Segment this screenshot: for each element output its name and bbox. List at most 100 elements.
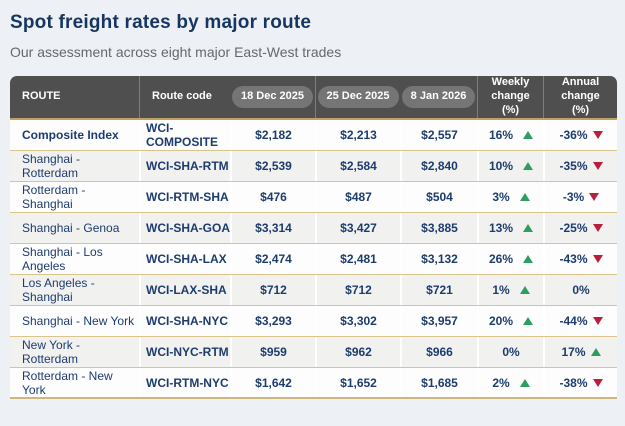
route-code-cell: WCI-SHA-RTM — [139, 151, 230, 181]
rate-cell-date-3: $966 — [400, 337, 477, 367]
table-body: Composite Index WCI-COMPOSITE $2,182 $2,… — [10, 120, 617, 399]
table-row: Rotterdam - New York WCI-RTM-NYC $1,642 … — [10, 368, 617, 399]
annual-change-cell: -25% — [543, 213, 617, 243]
annual-change-value: 17% — [561, 345, 586, 359]
annual-change-cell: -3% — [543, 182, 617, 212]
arrow-down-icon — [592, 131, 603, 139]
rate-cell-date-3: $1,685 — [400, 368, 477, 397]
rate-cell-date-3: $3,885 — [400, 213, 477, 243]
weekly-change-value: 16% — [488, 128, 514, 142]
page-subtitle: Our assessment across eight major East-W… — [10, 44, 342, 60]
weekly-change-value: 3% — [492, 190, 510, 204]
rate-cell-date-2: $487 — [315, 182, 400, 212]
arrow-up-icon — [523, 224, 534, 232]
route-code-cell: WCI-SHA-GOA — [139, 213, 230, 243]
weekly-change-cell: 3% — [477, 182, 543, 212]
route-cell: Shanghai - New York — [22, 314, 135, 328]
weekly-change-value: 26% — [488, 252, 514, 266]
annual-change-cell: -44% — [543, 306, 617, 336]
weekly-change-cell: 2% — [477, 368, 543, 397]
route-cell: Composite Index — [22, 128, 119, 142]
table-row: Los Angeles - Shanghai WCI-LAX-SHA $712 … — [10, 275, 617, 306]
rate-cell-date-2: $2,584 — [315, 151, 400, 181]
table-row: Shanghai - New York WCI-SHA-NYC $3,293 $… — [10, 306, 617, 337]
table-row: Composite Index WCI-COMPOSITE $2,182 $2,… — [10, 120, 617, 151]
rate-cell-date-3: $3,957 — [400, 306, 477, 336]
rate-cell-date-1: $2,474 — [230, 244, 315, 274]
weekly-change-cell: 1% — [477, 275, 543, 305]
arrow-down-icon — [592, 378, 603, 387]
arrow-down-icon — [592, 255, 603, 263]
table-row: Shanghai - Rotterdam WCI-SHA-RTM $2,539 … — [10, 151, 617, 182]
route-cell: Shanghai - Los Angeles — [22, 245, 103, 273]
rate-cell-date-1: $959 — [230, 337, 315, 367]
arrow-up-icon — [523, 317, 534, 325]
route-cell: Rotterdam - Shanghai — [22, 183, 86, 211]
annual-change-cell: 0% — [543, 275, 617, 305]
page-title: Spot freight rates by major route — [10, 12, 312, 33]
rate-cell-date-1: $712 — [230, 275, 315, 305]
rate-cell-date-3: $721 — [400, 275, 477, 305]
arrow-down-icon — [592, 317, 603, 325]
rate-cell-date-2: $3,302 — [315, 306, 400, 336]
arrow-up-icon — [523, 162, 534, 170]
annual-change-value: -36% — [559, 128, 588, 142]
date-pill: 25 Dec 2025 — [317, 86, 399, 108]
annual-change-cell: -38% — [543, 368, 617, 397]
weekly-change-value: 20% — [488, 314, 514, 328]
route-code-cell: WCI-RTM-SHA — [139, 182, 230, 212]
table-row: Rotterdam - Shanghai WCI-RTM-SHA $476 $4… — [10, 182, 617, 213]
column-header-annual-change: Annual change (%) — [543, 76, 617, 118]
annual-change-cell: -43% — [543, 244, 617, 274]
annual-change-value: -43% — [559, 252, 588, 266]
date-pill: 18 Dec 2025 — [232, 86, 313, 108]
annual-change-cell: -35% — [543, 151, 617, 181]
weekly-change-cell: 0% — [477, 337, 543, 367]
rate-cell-date-2: $712 — [315, 275, 400, 305]
rate-cell-date-2: $2,481 — [315, 244, 400, 274]
route-code-cell: WCI-LAX-SHA — [139, 275, 230, 305]
weekly-change-cell: 26% — [477, 244, 543, 274]
column-header-weekly-change: Weekly change (%) — [477, 76, 543, 118]
weekly-change-value: 10% — [488, 159, 514, 173]
route-code-cell: WCI-COMPOSITE — [139, 120, 230, 150]
arrow-up-icon — [519, 193, 530, 201]
arrow-down-icon — [589, 193, 600, 201]
arrow-up-icon — [519, 378, 530, 387]
weekly-change-value: 0% — [502, 345, 520, 359]
column-header-date-2: 25 Dec 2025 — [315, 76, 400, 118]
rate-cell-date-1: $3,314 — [230, 213, 315, 243]
weekly-change-value: 1% — [492, 283, 510, 297]
rate-cell-date-1: $476 — [230, 182, 315, 212]
arrow-up-icon — [523, 131, 534, 139]
annual-change-value: -3% — [562, 190, 585, 204]
annual-change-cell: -36% — [543, 120, 617, 150]
column-header-route-code: Route code — [139, 76, 230, 118]
freight-rates-table: ROUTE Route code 18 Dec 2025 25 Dec 2025… — [10, 76, 617, 399]
rate-cell-date-2: $2,213 — [315, 120, 400, 150]
weekly-change-cell: 13% — [477, 213, 543, 243]
rate-cell-date-3: $2,840 — [400, 151, 477, 181]
arrow-down-icon — [592, 162, 603, 170]
rate-cell-date-2: $962 — [315, 337, 400, 367]
weekly-change-value: 2% — [492, 375, 510, 390]
route-cell: Los Angeles - Shanghai — [22, 276, 95, 304]
rate-cell-date-1: $2,182 — [230, 120, 315, 150]
route-cell: New York - Rotterdam — [22, 338, 81, 366]
rate-cell-date-1: $3,293 — [230, 306, 315, 336]
rate-cell-date-3: $504 — [400, 182, 477, 212]
rate-cell-date-2: $1,652 — [315, 368, 400, 397]
route-code-cell: WCI-NYC-RTM — [139, 337, 230, 367]
weekly-change-cell: 20% — [477, 306, 543, 336]
rate-cell-date-1: $1,642 — [230, 368, 315, 397]
route-code-cell: WCI-RTM-NYC — [139, 368, 230, 397]
annual-change-value: -44% — [559, 314, 588, 328]
rate-cell-date-3: $2,557 — [400, 120, 477, 150]
arrow-up-icon — [519, 286, 530, 294]
weekly-change-cell: 10% — [477, 151, 543, 181]
column-header-route: ROUTE — [22, 90, 61, 103]
weekly-change-cell: 16% — [477, 120, 543, 150]
table-row: Shanghai - Genoa WCI-SHA-GOA $3,314 $3,4… — [10, 213, 617, 244]
table-row: Shanghai - Los Angeles WCI-SHA-LAX $2,47… — [10, 244, 617, 275]
rate-cell-date-1: $2,539 — [230, 151, 315, 181]
